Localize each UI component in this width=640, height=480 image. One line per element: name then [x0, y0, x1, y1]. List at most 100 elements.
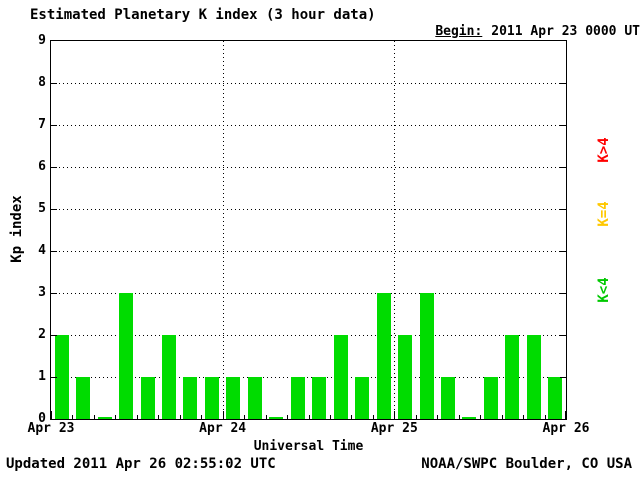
- kp-bar: [312, 377, 327, 419]
- kp-bar: [376, 293, 391, 419]
- x-tick-mark: [544, 415, 546, 419]
- y-tick-label: 5: [38, 201, 46, 216]
- x-tick-mark: [458, 415, 460, 419]
- v-gridline: [394, 41, 396, 419]
- x-tick-label: Apr 23: [27, 421, 75, 436]
- h-gridline: [51, 209, 566, 210]
- h-gridline: [51, 83, 566, 84]
- h-gridline: [51, 377, 566, 378]
- h-gridline: [51, 293, 566, 294]
- x-tick-mark: [437, 415, 439, 419]
- v-gridline: [222, 41, 224, 419]
- h-gridline: [51, 125, 566, 126]
- begin-label: Begin:: [435, 24, 483, 39]
- kp-bar: [483, 377, 498, 419]
- x-tick-mark: [93, 415, 95, 419]
- legend-item-k-lt-4: K<4: [596, 277, 612, 303]
- x-tick-mark: [394, 411, 396, 419]
- h-gridline: [51, 251, 566, 252]
- y-tick-mark: [560, 335, 566, 336]
- y-tick-label: 0: [38, 411, 46, 426]
- x-tick-mark: [523, 415, 525, 419]
- y-tick-label: 7: [38, 117, 46, 132]
- x-tick-mark: [115, 415, 117, 419]
- x-tick-mark: [158, 415, 160, 419]
- credit-text: NOAA/SWPC Boulder, CO USA: [421, 456, 632, 472]
- x-tick-mark: [201, 415, 203, 419]
- kp-bar: [398, 335, 413, 419]
- x-tick-mark: [287, 415, 289, 419]
- kp-bar: [183, 377, 198, 419]
- y-tick-mark: [51, 377, 57, 378]
- kp-bar: [462, 417, 477, 419]
- y-axis-title: Kp index: [9, 195, 25, 263]
- y-tick-mark: [51, 209, 57, 210]
- x-tick-label: Apr 24: [199, 421, 247, 436]
- x-tick-mark: [501, 415, 503, 419]
- legend-item-k-eq-4: K=4: [596, 201, 612, 227]
- y-tick-mark: [51, 251, 57, 252]
- kp-bar: [204, 377, 219, 419]
- y-tick-mark: [560, 209, 566, 210]
- x-tick-mark: [244, 415, 246, 419]
- kp-bar: [548, 377, 563, 419]
- kp-bar: [162, 335, 177, 419]
- x-axis-title: Universal Time: [253, 439, 364, 454]
- y-tick-label: 8: [38, 75, 46, 90]
- y-tick-label: 9: [38, 33, 46, 48]
- begin-value: 2011 Apr 23 0000 UTC: [491, 24, 640, 39]
- y-tick-mark: [51, 293, 57, 294]
- y-tick-label: 3: [38, 285, 46, 300]
- kp-bar: [119, 293, 134, 419]
- h-gridline: [51, 335, 566, 336]
- y-tick-mark: [51, 167, 57, 168]
- kp-bar: [54, 335, 69, 419]
- y-tick-mark: [560, 125, 566, 126]
- kp-bar: [505, 335, 520, 419]
- x-tick-mark: [51, 411, 52, 419]
- x-tick-label: Apr 26: [542, 421, 590, 436]
- kp-bar: [76, 377, 91, 419]
- x-tick-mark: [372, 415, 374, 419]
- y-tick-mark: [560, 251, 566, 252]
- y-tick-mark: [51, 83, 57, 84]
- plot-area: [50, 40, 567, 420]
- x-tick-mark: [329, 415, 331, 419]
- kp-bar: [333, 335, 348, 419]
- x-tick-mark: [136, 415, 138, 419]
- x-tick-mark: [415, 415, 417, 419]
- y-tick-mark: [51, 335, 57, 336]
- kp-bar: [419, 293, 434, 419]
- y-tick-mark: [560, 83, 566, 84]
- x-tick-mark: [265, 415, 267, 419]
- y-tick-label: 4: [38, 243, 46, 258]
- kp-bar: [526, 335, 541, 419]
- kp-bar: [140, 377, 155, 419]
- y-tick-mark: [560, 293, 566, 294]
- y-tick-mark: [560, 167, 566, 168]
- kp-bar: [97, 417, 112, 419]
- y-tick-mark: [560, 377, 566, 378]
- legend-item-k-gt-4: K>4: [596, 137, 612, 163]
- y-tick-label: 1: [38, 369, 46, 384]
- x-tick-mark: [308, 415, 310, 419]
- kp-bar: [355, 377, 370, 419]
- h-gridline: [51, 167, 566, 168]
- x-tick-mark: [72, 415, 74, 419]
- y-tick-label: 2: [38, 327, 46, 342]
- x-tick-mark: [565, 411, 566, 419]
- kp-bar: [247, 377, 262, 419]
- y-tick-label: 6: [38, 159, 46, 174]
- y-tick-mark: [51, 125, 57, 126]
- begin-annotation: Begin: 2011 Apr 23 0000 UTC: [404, 9, 640, 54]
- kp-bar: [269, 417, 284, 419]
- x-tick-mark: [222, 411, 224, 419]
- kp-bar: [440, 377, 455, 419]
- x-tick-mark: [480, 415, 482, 419]
- x-tick-label: Apr 25: [370, 421, 418, 436]
- kp-bar: [290, 377, 305, 419]
- kp-bar: [226, 377, 241, 419]
- x-tick-mark: [179, 415, 181, 419]
- updated-timestamp: Updated 2011 Apr 26 02:55:02 UTC: [6, 456, 276, 472]
